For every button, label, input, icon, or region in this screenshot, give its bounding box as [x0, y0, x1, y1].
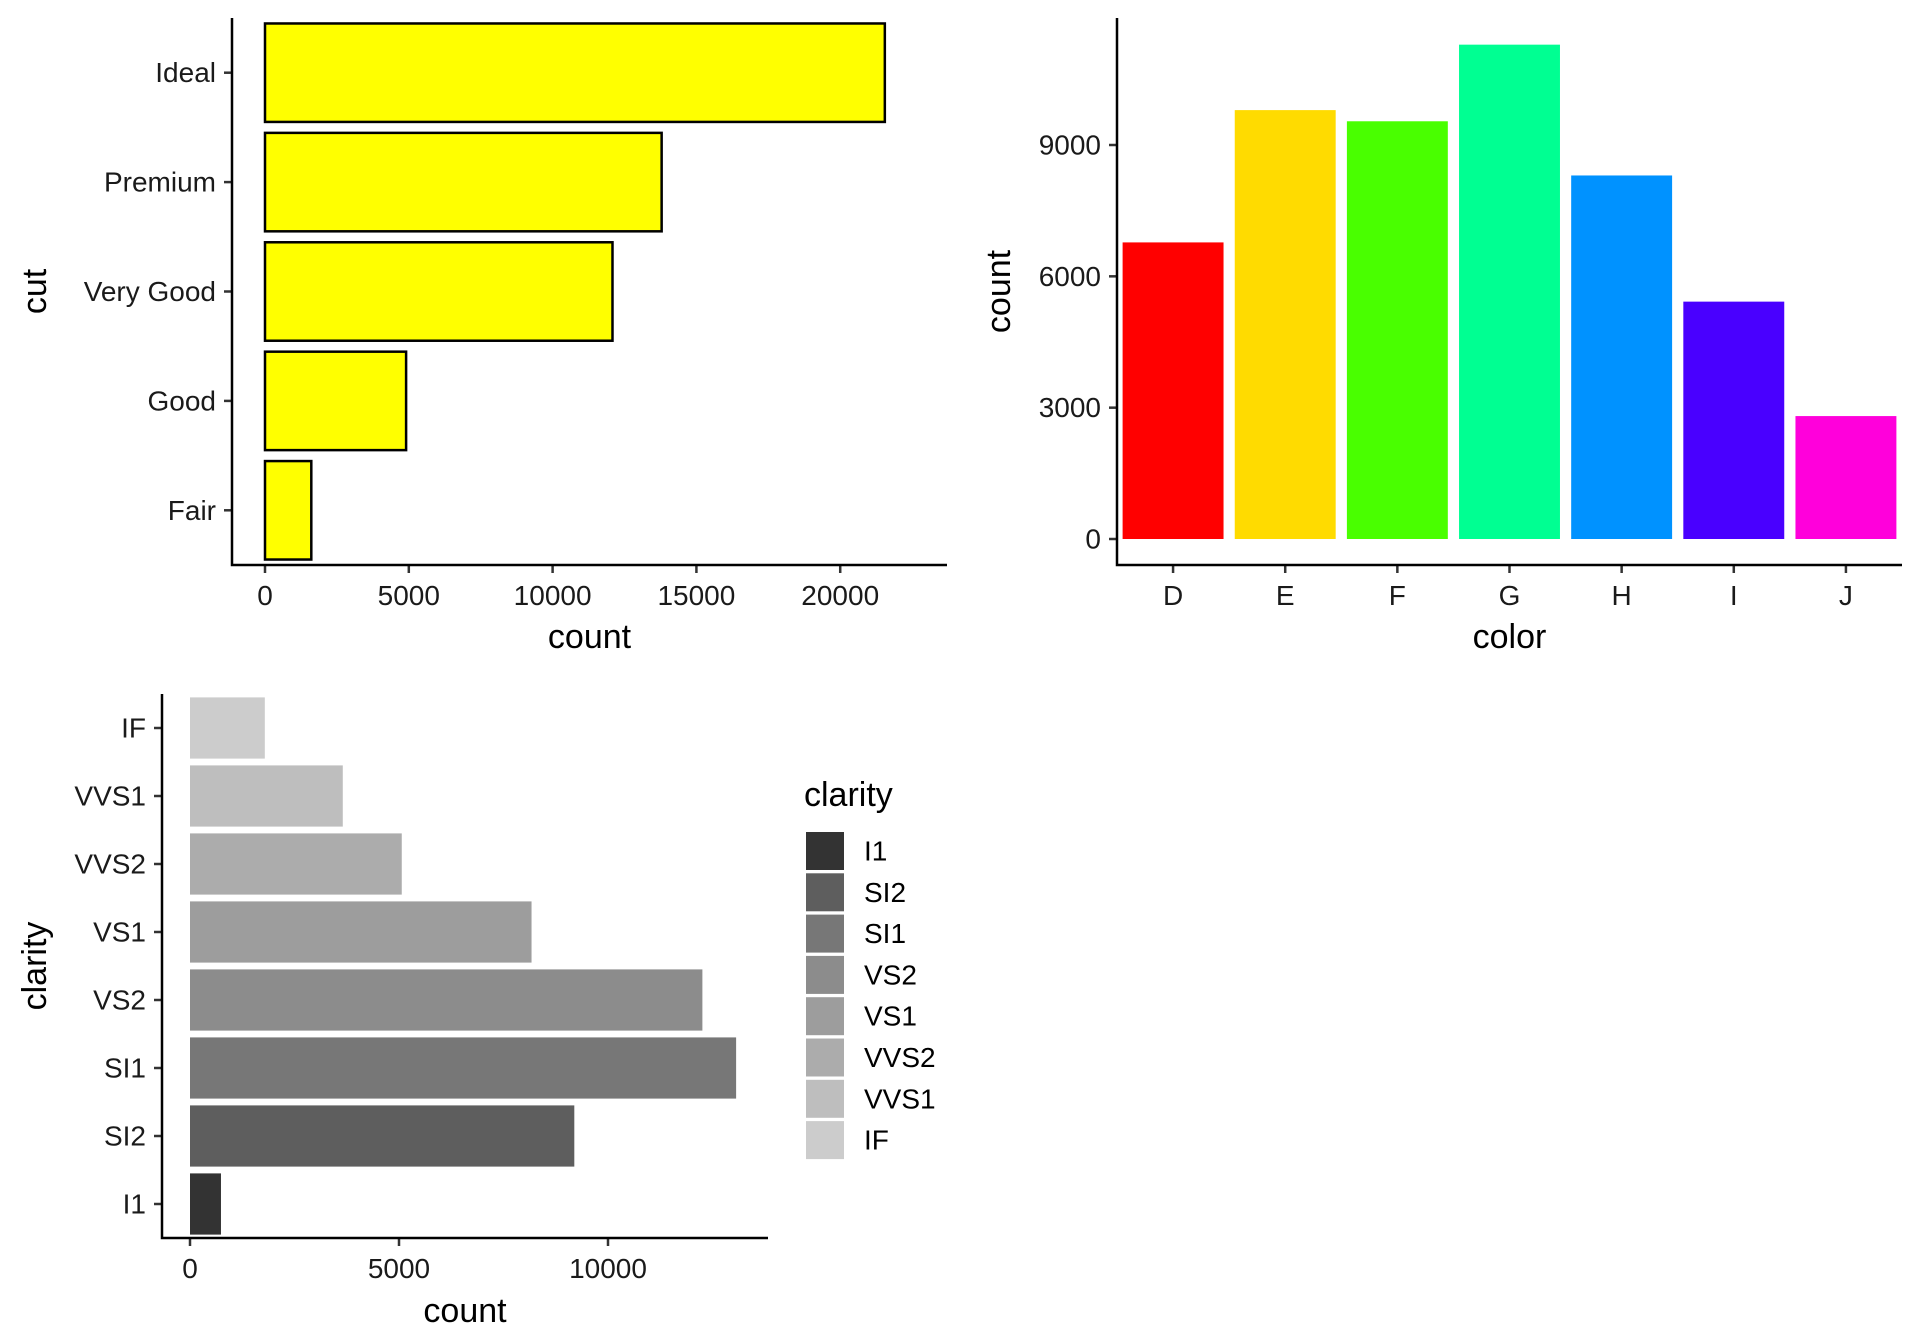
legend-key — [806, 832, 844, 870]
bar — [263, 459, 313, 561]
y-tick-label: VS1 — [93, 917, 146, 948]
y-tick-label: 9000 — [1039, 130, 1101, 161]
bar — [190, 1037, 737, 1099]
bar — [190, 833, 402, 895]
bar — [263, 22, 887, 124]
bar — [263, 131, 663, 233]
legend-key — [806, 1121, 844, 1160]
y-tick-label: IF — [121, 713, 146, 744]
legend-key — [806, 873, 844, 912]
x-tick-label: 5000 — [378, 580, 440, 611]
x-tick-label: I — [1730, 580, 1738, 611]
y-tick-label: Very Good — [84, 276, 216, 307]
legend-label: VS1 — [864, 1001, 917, 1032]
y-tick-label: SI2 — [104, 1121, 146, 1152]
legend-label: I1 — [864, 836, 887, 867]
axes — [160, 694, 768, 1240]
x-tick-label: 10000 — [569, 1253, 647, 1284]
y-tick-label: I1 — [123, 1189, 146, 1220]
x-tick-label: 20000 — [801, 580, 879, 611]
bar — [1571, 175, 1673, 539]
bar — [190, 1105, 575, 1167]
bar — [263, 350, 408, 452]
color-count-chart: D E F G H I J 0 3000 6000 9000 color count — [980, 18, 1902, 656]
y-tick-label: Premium — [104, 167, 216, 198]
y-tick-label: VS2 — [93, 985, 146, 1016]
legend-label: VS2 — [864, 959, 917, 990]
legend-label: VVS1 — [864, 1083, 936, 1114]
clarity-count-chart: I1 SI2 SI1 VS2 VS1 VVS2 VVS1 IF 0 5000 10000 count c… — [16, 694, 936, 1330]
x-axis-title: color — [1473, 618, 1547, 656]
y-axis-title: count — [980, 249, 1018, 333]
y-tick-label: 0 — [1085, 524, 1101, 555]
bar — [190, 697, 265, 759]
y-tick-label: Fair — [168, 495, 216, 526]
legend-label: SI2 — [864, 877, 906, 908]
legend-key — [806, 1079, 844, 1118]
bar — [190, 1173, 221, 1235]
legend-key — [806, 955, 844, 994]
x-axis-title: count — [423, 1292, 507, 1330]
bar — [263, 241, 614, 342]
x-tick-label: 0 — [182, 1253, 198, 1284]
legend-label: IF — [864, 1125, 889, 1156]
x-tick-label: G — [1499, 580, 1521, 611]
bar — [1234, 110, 1336, 540]
y-tick-label: SI1 — [104, 1053, 146, 1084]
bar — [190, 765, 343, 827]
axes — [230, 18, 947, 567]
x-tick-label: 15000 — [657, 580, 735, 611]
legend-label: SI1 — [864, 918, 906, 949]
y-tick-label: 6000 — [1039, 261, 1101, 292]
axes — [1115, 18, 1902, 567]
legend-key — [806, 1038, 844, 1077]
x-axis-title: count — [548, 618, 632, 656]
bar — [1122, 242, 1224, 539]
y-tick-label: VVS1 — [74, 781, 146, 812]
x-tick-label: 0 — [257, 580, 273, 611]
x-tick-label: F — [1389, 580, 1406, 611]
bar — [1795, 416, 1897, 539]
x-tick-label: J — [1839, 580, 1853, 611]
y-axis-title: cut — [16, 268, 54, 314]
y-tick-label: 3000 — [1039, 392, 1101, 423]
x-tick-label: E — [1276, 580, 1295, 611]
y-tick-label: VVS2 — [74, 849, 146, 880]
bar — [190, 969, 703, 1031]
legend-label: VVS2 — [864, 1042, 936, 1073]
bar — [1683, 301, 1785, 539]
cut-count-chart: Fair Good Very Good Premium Ideal 0 5000 10000 1… — [16, 18, 947, 656]
bar — [190, 901, 532, 963]
y-axis-title: clarity — [16, 922, 54, 1011]
y-tick-label: Ideal — [155, 57, 216, 88]
legend-key — [806, 997, 844, 1036]
legend-key — [806, 914, 844, 953]
y-tick-label: Good — [148, 385, 217, 416]
bar — [1346, 121, 1448, 539]
x-tick-label: 5000 — [368, 1253, 430, 1284]
x-tick-label: D — [1163, 580, 1183, 611]
x-tick-label: H — [1612, 580, 1632, 611]
legend-title: clarity — [804, 776, 893, 814]
x-tick-label: 10000 — [514, 580, 592, 611]
bar — [1459, 44, 1560, 539]
